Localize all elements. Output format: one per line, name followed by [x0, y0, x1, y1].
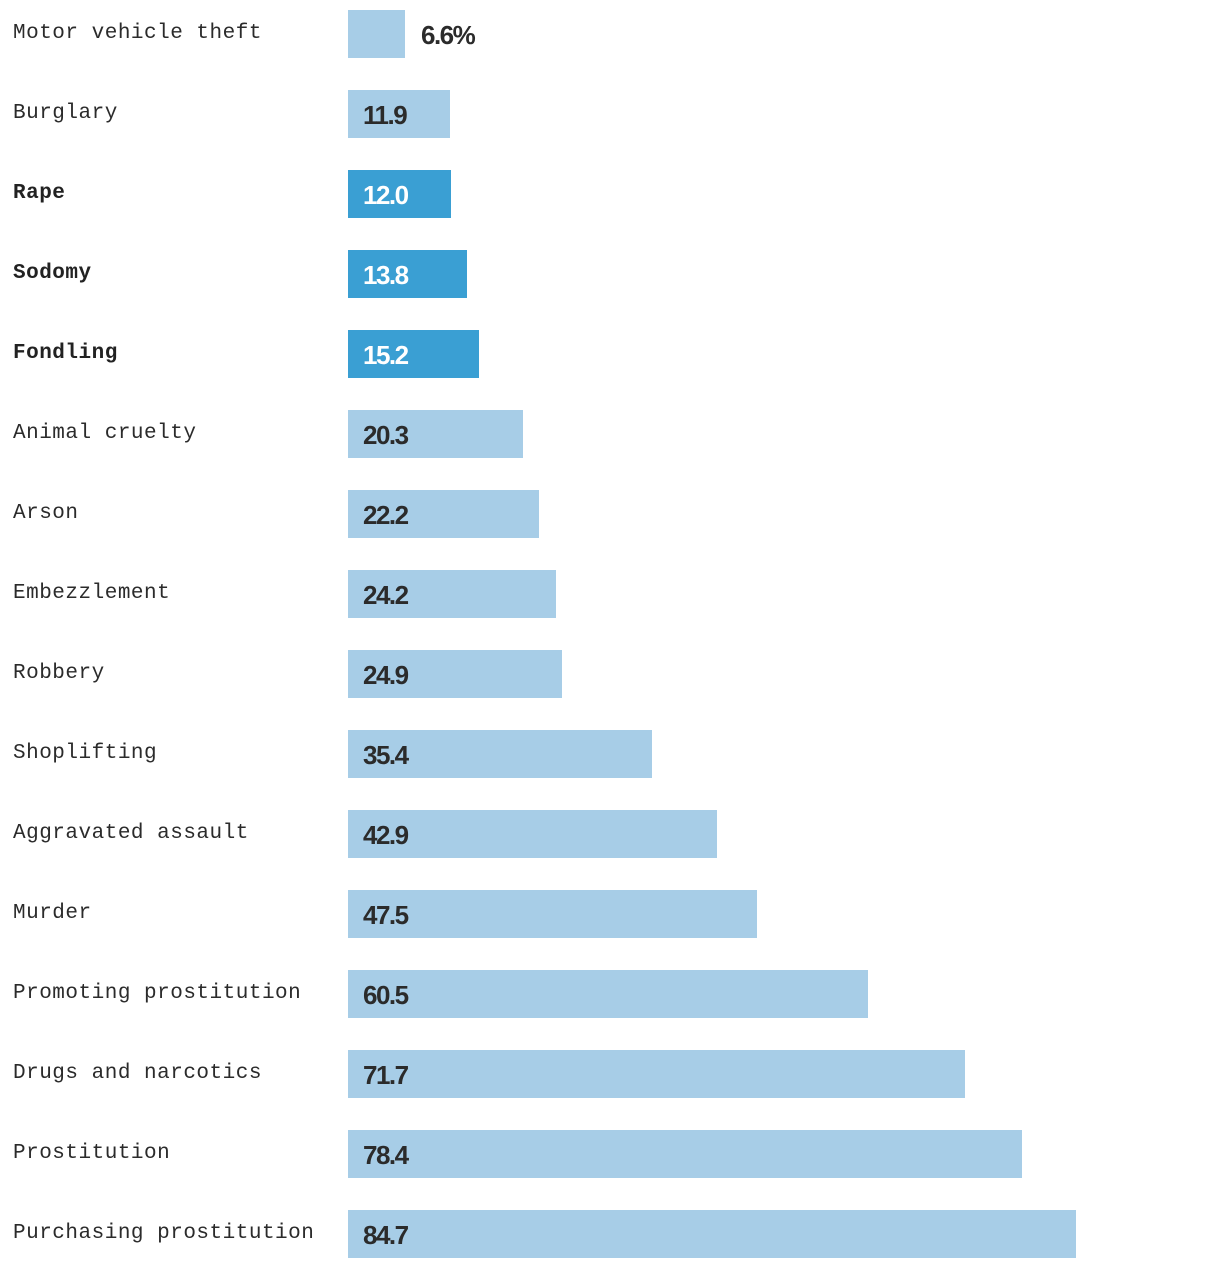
- category-label: Promoting prostitution: [13, 982, 302, 1005]
- bar-row: Robbery 24.9: [0, 650, 1220, 698]
- category-label: Robbery: [13, 662, 105, 685]
- value-label: 78.4: [363, 1140, 409, 1170]
- value-label: 11.9: [363, 100, 408, 130]
- value-label: 13.8: [363, 260, 409, 290]
- bar: [348, 810, 717, 858]
- bar-row: Sodomy 13.8: [0, 250, 1220, 298]
- value-label: 47.5: [363, 900, 409, 930]
- category-label: Rape: [13, 182, 66, 205]
- bar: [348, 730, 652, 778]
- bar-row: Embezzlement 24.2: [0, 570, 1220, 618]
- bar-row: Shoplifting 35.4: [0, 730, 1220, 778]
- value-label: 6.6%: [421, 20, 476, 50]
- bar: [348, 570, 556, 618]
- category-label: Embezzlement: [13, 582, 171, 605]
- bar: [348, 410, 523, 458]
- bar-row: Motor vehicle theft 6.6%: [0, 10, 1220, 58]
- bar-row: Promoting prostitution 60.5: [0, 970, 1220, 1018]
- category-label: Sodomy: [13, 262, 92, 285]
- category-label: Fondling: [13, 342, 118, 365]
- bar-row: Burglary 11.9: [0, 90, 1220, 138]
- value-label: 24.2: [363, 580, 409, 610]
- bar: [348, 1210, 1076, 1258]
- bar-row: Arson 22.2: [0, 490, 1220, 538]
- category-label: Aggravated assault: [13, 822, 249, 845]
- category-label: Motor vehicle theft: [13, 22, 262, 45]
- category-label: Purchasing prostitution: [13, 1222, 315, 1245]
- bar-row: Purchasing prostitution 84.7: [0, 1210, 1220, 1258]
- bar: [348, 1050, 965, 1098]
- bar: [348, 650, 562, 698]
- bar-row: Prostitution 78.4: [0, 1130, 1220, 1178]
- category-label: Murder: [13, 902, 92, 925]
- bar: [348, 90, 450, 138]
- value-label: 20.3: [363, 420, 409, 450]
- category-label: Shoplifting: [13, 742, 158, 765]
- value-label: 42.9: [363, 820, 409, 850]
- bar: [348, 170, 451, 218]
- value-label: 15.2: [363, 340, 409, 370]
- bar: [348, 330, 479, 378]
- bar-row: Murder 47.5: [0, 890, 1220, 938]
- value-label: 84.7: [363, 1220, 409, 1250]
- value-label: 24.9: [363, 660, 409, 690]
- bar: [348, 490, 539, 538]
- category-label: Arson: [13, 502, 79, 525]
- value-label: 12.0: [363, 180, 409, 210]
- value-label: 35.4: [363, 740, 409, 770]
- bar: [348, 1130, 1022, 1178]
- bar: [348, 970, 868, 1018]
- category-label: Burglary: [13, 102, 118, 125]
- value-label: 71.7: [363, 1060, 409, 1090]
- bar: [348, 10, 405, 58]
- value-label: 22.2: [363, 500, 409, 530]
- bar-row: Aggravated assault 42.9: [0, 810, 1220, 858]
- bar-row: Animal cruelty 20.3: [0, 410, 1220, 458]
- bar-row: Fondling 15.2: [0, 330, 1220, 378]
- category-label: Drugs and narcotics: [13, 1062, 262, 1085]
- category-label: Animal cruelty: [13, 422, 197, 445]
- category-label: Prostitution: [13, 1142, 171, 1165]
- bar: [348, 250, 467, 298]
- bar: [348, 890, 757, 938]
- value-label: 60.5: [363, 980, 409, 1010]
- bar-row: Drugs and narcotics 71.7: [0, 1050, 1220, 1098]
- bar-row: Rape 12.0: [0, 170, 1220, 218]
